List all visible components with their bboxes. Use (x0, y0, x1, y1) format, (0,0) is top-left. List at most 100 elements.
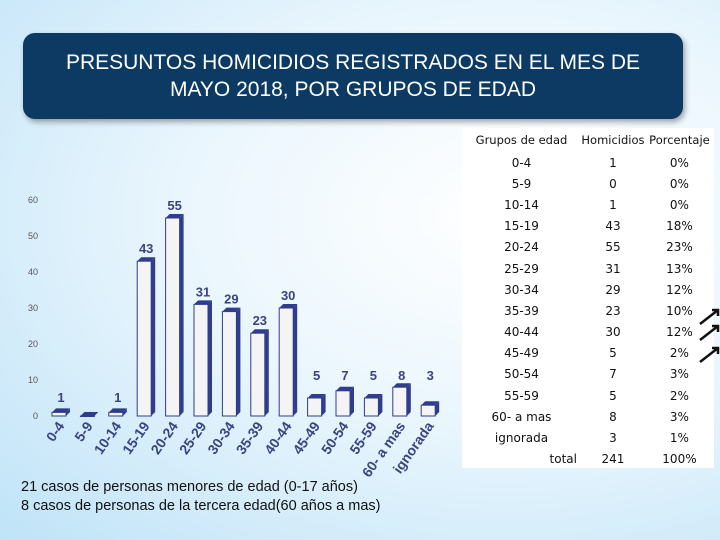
table-row: 55-59 5 2% (462, 385, 714, 406)
cell-percent: 10% (666, 303, 693, 318)
data-label: 43 (139, 241, 153, 256)
bars-group (51, 214, 440, 417)
x-tick-label: 50-54 (318, 418, 352, 457)
cell-percent: 0% (669, 197, 689, 212)
arrow-icon (699, 346, 720, 363)
y-tick-label: 50 (28, 231, 38, 241)
bar-front (420, 404, 436, 417)
bar-side (179, 214, 184, 416)
cell-age-group: 35-39 (504, 303, 539, 318)
total-label: total (549, 452, 577, 467)
data-label: 1 (114, 390, 121, 405)
bar (363, 394, 383, 417)
table-row: 20-24 55 23% (462, 237, 714, 258)
bar-top (279, 304, 298, 308)
table-total-row: total 241 100% (462, 449, 714, 470)
cell-age-group: ignorada (494, 431, 549, 446)
table-row: 5-9 0 0% (462, 173, 714, 194)
table-row: 35-39 23 10% (462, 300, 714, 321)
x-tick-label: 25-29 (176, 418, 210, 457)
cell-age-group: 60- a mas (491, 409, 552, 424)
cell-age-group: 20-24 (504, 240, 539, 255)
cell-homicides: 29 (605, 282, 621, 297)
notes-block: 21 casos de personas menores de edad (0-… (21, 478, 471, 516)
cell-homicides: 5 (609, 346, 617, 361)
decorative-arrows (699, 308, 720, 363)
bar (250, 329, 269, 417)
y-tick-label: 60 (28, 195, 38, 205)
bar-side (293, 304, 298, 416)
table-row: 15-19 43 18% (462, 216, 714, 237)
cell-homicides: 30 (605, 325, 621, 340)
bar-side (378, 394, 383, 416)
bar-top (222, 307, 241, 312)
y-tick-label: 30 (28, 303, 38, 313)
bar-side (435, 401, 440, 416)
cell-percent: 3% (669, 409, 689, 424)
bar-front (108, 411, 124, 417)
cell-age-group: 50-54 (504, 367, 539, 382)
col-header-homicides: Homicidios (581, 133, 645, 147)
cell-percent: 2% (669, 388, 689, 403)
cell-homicides: 1 (609, 197, 617, 212)
table-row: 30-34 29 12% (462, 279, 714, 300)
col-header-percent: Porcentaje (649, 133, 710, 147)
bar-front (79, 415, 95, 417)
data-label: 5 (313, 368, 320, 383)
cell-age-group: 30-34 (504, 282, 539, 297)
x-tick-label: 20-24 (147, 418, 181, 457)
cell-percent: 18% (666, 219, 693, 234)
cell-percent: 2% (669, 346, 689, 361)
cell-homicides: 43 (605, 219, 621, 234)
bar-front (136, 260, 152, 417)
bar-top (52, 408, 70, 413)
table-body: 0-4 1 0% 5-9 0 0% 10-14 1 0% 15-19 43 18% 20-24 55 23%… (462, 152, 714, 470)
bar-top (392, 383, 411, 388)
data-label: 8 (398, 368, 405, 383)
y-tick-label: 0 (33, 411, 38, 421)
x-tick-label: 30-34 (204, 418, 238, 457)
bar (193, 300, 212, 417)
cell-homicides: 8 (609, 409, 617, 424)
cell-percent: 23% (666, 240, 693, 255)
bar-front (165, 217, 181, 417)
bar-front (307, 397, 323, 417)
bar-front (363, 397, 379, 417)
bar-side (122, 408, 127, 416)
data-label: 31 (196, 284, 210, 299)
table-row: 40-44 30 12% (462, 322, 714, 343)
data-label: 1 (57, 390, 64, 405)
bar-side (350, 386, 354, 416)
data-label: 3 (427, 368, 434, 383)
data-label: 5 (370, 368, 377, 383)
title-banner: PRESUNTOS HOMICIDIOS REGISTRADOS EN EL M… (23, 33, 683, 119)
cell-percent: 0% (669, 155, 689, 170)
table-row: 45-49 5 2% (462, 343, 714, 364)
bar-top (421, 401, 440, 406)
bar-front (51, 411, 67, 417)
cell-homicides: 7 (609, 367, 617, 382)
data-label: 55 (167, 198, 181, 213)
y-tick-label: 40 (28, 267, 38, 277)
bar (51, 408, 70, 417)
bar-front (193, 303, 209, 417)
bar-top (194, 300, 212, 305)
bar-front (335, 390, 351, 417)
note-minors: 21 casos de personas menores de edad (0-… (21, 479, 358, 495)
cell-percent: 12% (666, 325, 693, 340)
col-header-groups: Grupos de edad (475, 133, 568, 147)
bar-side (236, 307, 241, 416)
bar-side (66, 408, 70, 416)
table-row: 50-54 7 3% (462, 364, 714, 385)
data-label: 23 (253, 313, 267, 328)
bar-top (307, 394, 326, 398)
page-title: PRESUNTOS HOMICIDIOS REGISTRADOS EN EL M… (65, 51, 641, 101)
x-tick-label: 0-4 (43, 418, 68, 444)
cell-percent: 12% (666, 282, 693, 297)
bar-side (151, 257, 156, 416)
cell-percent: 0% (669, 176, 689, 191)
bar-chart: 0 10 20 30 40 50 60 1 1 43 55 31 29 23 30 5 7 5 8 3 0-4 5-9… (28, 195, 440, 480)
bar-side (406, 383, 411, 416)
table-row: ignorada 3 1% (462, 427, 714, 448)
bar-top (80, 412, 99, 416)
